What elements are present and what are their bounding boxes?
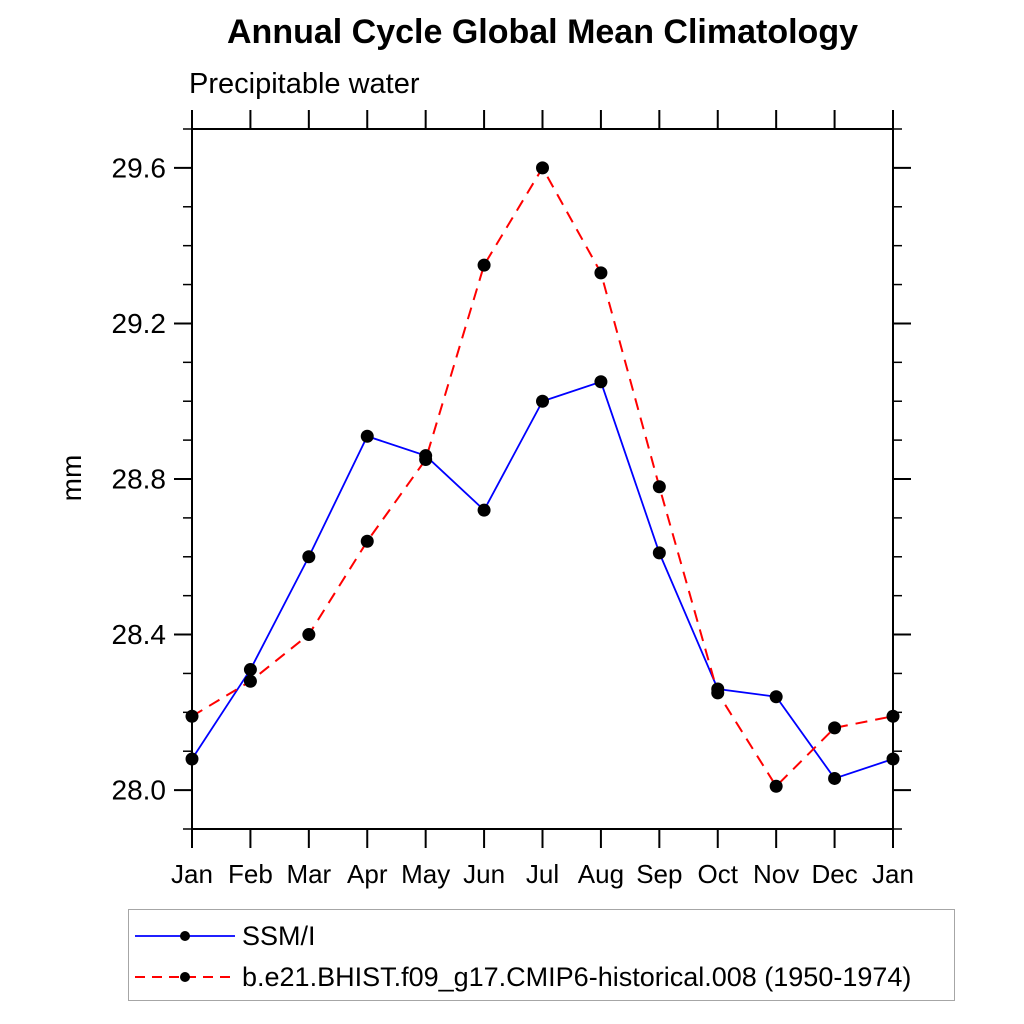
data-point-marker-s1 bbox=[302, 628, 316, 642]
x-tick-label: May bbox=[401, 859, 450, 889]
x-tick-label: Aug bbox=[578, 859, 624, 889]
x-tick-label: Apr bbox=[347, 859, 388, 889]
legend-marker-dot bbox=[180, 972, 190, 982]
data-point-marker-s1 bbox=[886, 709, 900, 723]
x-tick-label: Oct bbox=[698, 859, 739, 889]
legend-marker-dot bbox=[180, 931, 190, 941]
y-tick-label: 28.0 bbox=[112, 775, 167, 806]
x-tick-label: Jan bbox=[872, 859, 914, 889]
data-point-marker-s1 bbox=[536, 161, 549, 175]
legend-line-sample-solid bbox=[135, 931, 235, 941]
legend-label-ssmi: SSM/I bbox=[242, 920, 316, 951]
data-point-marker-s1 bbox=[594, 266, 608, 280]
data-point-marker-s0 bbox=[594, 375, 608, 389]
y-tick-label: 29.6 bbox=[112, 152, 167, 183]
data-point-marker-s0 bbox=[302, 550, 316, 564]
x-tick-label: Jun bbox=[463, 859, 505, 889]
data-point-marker-s1 bbox=[652, 480, 666, 494]
data-point-marker-s0 bbox=[477, 503, 491, 517]
x-tick-label: Jul bbox=[526, 859, 559, 889]
chart-title: Annual Cycle Global Mean Climatology bbox=[227, 13, 858, 51]
y-tick-label: 28.4 bbox=[112, 619, 167, 650]
data-point-marker-s0 bbox=[536, 394, 549, 408]
legend-line-sample-dashed bbox=[135, 972, 235, 982]
series-line-1 bbox=[191, 165, 894, 788]
x-tick-label: Mar bbox=[286, 859, 331, 889]
data-point-marker-s0 bbox=[243, 663, 257, 677]
legend-label-model: b.e21.BHIST.f09_g17.CMIP6-historical.008… bbox=[242, 961, 912, 992]
data-point-marker-s1 bbox=[360, 534, 374, 548]
data-point-marker-s0 bbox=[769, 690, 783, 704]
data-point-marker-s1 bbox=[419, 453, 433, 467]
data-point-marker-s1 bbox=[185, 709, 199, 723]
series-line-0 bbox=[191, 380, 894, 780]
plot-frame bbox=[191, 128, 894, 830]
legend-entry-ssmi: SSM/I bbox=[133, 921, 316, 951]
data-point-marker-s1 bbox=[477, 258, 491, 272]
y-tick-label: 29.2 bbox=[112, 308, 167, 339]
data-point-marker-s1 bbox=[711, 686, 725, 700]
data-point-marker-s1 bbox=[769, 779, 783, 793]
legend-entry-model: b.e21.BHIST.f09_g17.CMIP6-historical.008… bbox=[133, 962, 911, 992]
x-tick-label: Sep bbox=[636, 859, 682, 889]
x-tick-label: Jan bbox=[171, 859, 213, 889]
data-point-marker-s1 bbox=[243, 674, 257, 688]
chart-subtitle: Precipitable water bbox=[189, 68, 420, 100]
x-tick-label: Feb bbox=[228, 859, 273, 889]
data-point-marker-s0 bbox=[886, 752, 900, 766]
data-point-marker-s0 bbox=[360, 429, 374, 443]
y-tick-label: 28.8 bbox=[112, 464, 167, 495]
x-tick-label: Dec bbox=[811, 859, 857, 889]
legend-box: SSM/I b.e21.BHIST.f09_g17.CMIP6-historic… bbox=[128, 909, 955, 1001]
data-point-marker-s0 bbox=[652, 546, 666, 560]
x-tick-label: Nov bbox=[753, 859, 799, 889]
data-point-marker-s0 bbox=[828, 771, 842, 785]
data-point-marker-s1 bbox=[828, 721, 842, 735]
data-point-marker-s0 bbox=[185, 752, 199, 766]
